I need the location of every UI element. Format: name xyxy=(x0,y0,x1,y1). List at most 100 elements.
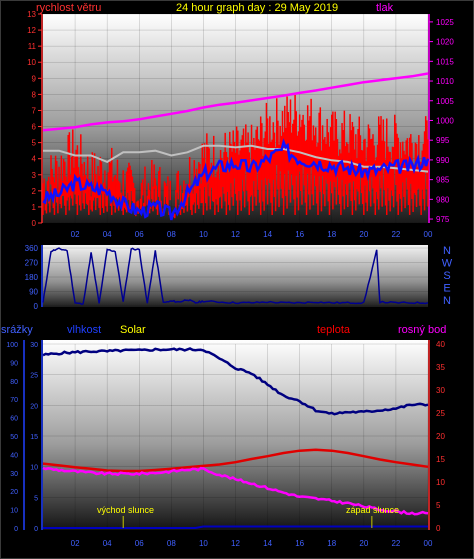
tick-label: 1010 xyxy=(436,77,454,86)
weather-plot-background xyxy=(43,340,428,530)
tick-label: 14 xyxy=(263,539,272,548)
tick-label: 08 xyxy=(167,539,176,548)
tick-label: 12 xyxy=(231,230,240,239)
weather-time-ticks: 02 04 06 08 10 12 14 16 18 20 22 00 xyxy=(71,539,433,548)
tick-label: 8 xyxy=(32,90,37,99)
temperature-axis-ticks: 0 5 10 15 20 25 30 35 40 xyxy=(436,340,445,533)
tick-label: 06 xyxy=(135,539,144,548)
tick-label: 20 xyxy=(359,230,368,239)
tick-label: 10 xyxy=(199,230,208,239)
compass-label: W xyxy=(442,258,453,270)
tick-label: 9 xyxy=(32,74,37,83)
tick-label: 70 xyxy=(10,397,18,404)
tick-label: 14 xyxy=(263,230,272,239)
tick-label: 975 xyxy=(436,215,450,224)
direction-degree-ticks: 0 90 180 270 360 xyxy=(25,244,39,311)
tick-label: 0 xyxy=(34,526,38,533)
tick-label: 50 xyxy=(10,434,18,441)
direction-plot-background xyxy=(43,245,428,307)
tick-label: 15 xyxy=(436,455,445,464)
sunrise-label: východ slunce xyxy=(97,505,154,515)
tick-label: 11 xyxy=(28,42,37,51)
tick-label: 06 xyxy=(135,230,144,239)
temperature-series xyxy=(42,448,429,473)
tick-label: 18 xyxy=(327,230,336,239)
pressure-axis-ticks: 975 980 985 990 995 1000 1005 1010 1015 1020 1025 xyxy=(429,18,454,224)
tick-label: 16 xyxy=(295,230,304,239)
tick-label: 1020 xyxy=(436,38,454,47)
tick-label: 10 xyxy=(10,508,18,515)
rain-label: srážky xyxy=(1,324,33,336)
pressure-series xyxy=(42,72,429,132)
tick-label: 20 xyxy=(436,432,445,441)
tick-label: 40 xyxy=(436,340,445,349)
tick-label: 16 xyxy=(295,539,304,548)
humidity-series xyxy=(42,347,429,416)
sunset-label: západ slunce xyxy=(346,505,399,515)
compass-label: N xyxy=(443,245,451,257)
tick-label: 270 xyxy=(25,259,39,268)
tick-label: 60 xyxy=(10,416,18,423)
tick-label: 40 xyxy=(10,452,18,459)
wind-time-ticks: 02 04 06 08 10 12 14 16 18 20 22 00 xyxy=(71,230,433,239)
tick-label: 20 xyxy=(30,403,38,410)
tick-label: 13 xyxy=(27,10,36,19)
tick-label: 980 xyxy=(436,195,450,204)
tick-label: 12 xyxy=(231,539,240,548)
tick-label: 22 xyxy=(391,539,400,548)
tick-label: 5 xyxy=(32,139,37,148)
tick-label: 1 xyxy=(32,203,37,212)
tick-label: 15 xyxy=(30,434,38,441)
solar-label: Solar xyxy=(120,324,146,336)
tick-label: 30 xyxy=(10,471,18,478)
tick-label: 5 xyxy=(436,501,441,510)
tick-label: 02 xyxy=(71,230,80,239)
wind-average-series xyxy=(42,138,430,221)
tick-label: 25 xyxy=(436,409,445,418)
tick-label: 6 xyxy=(32,123,37,132)
compass-label: E xyxy=(443,283,450,295)
tick-label: 20 xyxy=(10,489,18,496)
tick-label: 1015 xyxy=(436,57,454,66)
dew-point-label: rosný bod xyxy=(398,324,446,336)
tick-label: 180 xyxy=(25,273,39,282)
tick-label: 22 xyxy=(391,230,400,239)
rain-axis-ticks: 0 10 20 30 40 50 60 70 80 90 100 xyxy=(6,342,18,533)
tick-label: 985 xyxy=(436,176,450,185)
tick-label: 2 xyxy=(32,187,37,196)
wind-speed-label: rychlost větru xyxy=(36,2,101,14)
tick-label: 10 xyxy=(199,539,208,548)
tick-label: 4 xyxy=(32,155,37,164)
pressure-label: tlak xyxy=(376,2,394,14)
tick-label: 35 xyxy=(436,363,445,372)
tick-label: 80 xyxy=(10,379,18,386)
tick-label: 00 xyxy=(424,230,433,239)
tick-label: 30 xyxy=(30,342,38,349)
tick-label: 0 xyxy=(436,524,441,533)
tick-label: 10 xyxy=(27,58,36,67)
tick-label: 360 xyxy=(25,244,39,253)
tick-label: 04 xyxy=(103,230,112,239)
humidity-axis-ticks: 0 5 10 15 20 25 30 xyxy=(30,342,38,533)
compass-label: S xyxy=(443,270,450,282)
wind-direction-series xyxy=(42,247,429,306)
tick-label: 3 xyxy=(32,171,37,180)
tick-label: 990 xyxy=(436,156,450,165)
tick-label: 5 xyxy=(34,495,38,502)
tick-label: 02 xyxy=(71,539,80,548)
tick-label: 0 xyxy=(14,526,18,533)
tick-label: 08 xyxy=(167,230,176,239)
dew-point-series xyxy=(42,466,429,516)
wind-gust-series xyxy=(43,144,429,173)
tick-label: 90 xyxy=(29,288,38,297)
tick-label: 0 xyxy=(32,219,37,228)
tick-label: 00 xyxy=(424,539,433,548)
tick-label: 20 xyxy=(359,539,368,548)
tick-label: 10 xyxy=(30,465,38,472)
tick-label: 995 xyxy=(436,136,450,145)
chart-title: 24 hour graph day : 29 May 2019 xyxy=(176,2,338,14)
tick-label: 1025 xyxy=(436,18,454,27)
